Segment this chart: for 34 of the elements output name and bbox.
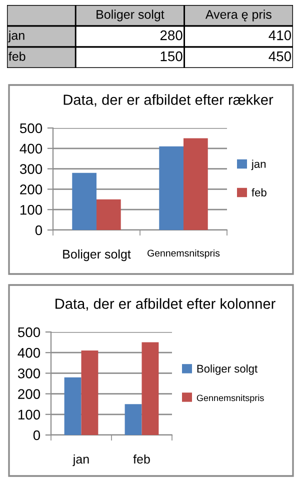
bar — [81, 350, 98, 435]
y-tick-label: 300 — [18, 368, 40, 378]
series-label: Avera ę pris — [205, 10, 272, 22]
data-label: 450 — [268, 51, 292, 62]
data-label: 150 — [160, 51, 182, 62]
y-tick-label: 100 — [18, 410, 40, 420]
data-label: 410 — [268, 30, 292, 40]
y-tick-label: 200 — [20, 184, 42, 194]
y-tick-label: 400 — [18, 348, 40, 358]
chart-title: Data, der er afbildet efter rækker — [64, 94, 274, 107]
bar — [124, 404, 142, 435]
series-label: Boliger solgt — [96, 10, 164, 22]
legend-label: Gennemsnitspris — [196, 394, 264, 403]
legend-label: feb — [252, 188, 266, 196]
y-tick-label: 500 — [20, 123, 42, 134]
category-label: jan — [8, 30, 24, 42]
bar — [72, 172, 96, 230]
bar — [64, 377, 82, 435]
bar — [184, 138, 208, 230]
y-tick-label: 200 — [18, 389, 40, 399]
y-tick-label: 0 — [33, 430, 40, 440]
y-tick-label: 100 — [20, 204, 42, 215]
bar — [142, 342, 159, 435]
legend-label: Boliger solgt — [197, 364, 258, 375]
y-tick-label: 500 — [18, 327, 40, 338]
y-tick-label: 400 — [20, 144, 42, 154]
y-tick-label: 0 — [35, 225, 42, 236]
category-label: feb — [8, 52, 26, 61]
legend-label: jan — [251, 160, 266, 170]
y-tick-label: 300 — [20, 164, 42, 174]
bar — [96, 199, 121, 230]
data-label: 280 — [160, 30, 182, 40]
chart-title: Data, der er afbildet efter kolonner — [56, 298, 276, 311]
bar — [159, 146, 184, 230]
